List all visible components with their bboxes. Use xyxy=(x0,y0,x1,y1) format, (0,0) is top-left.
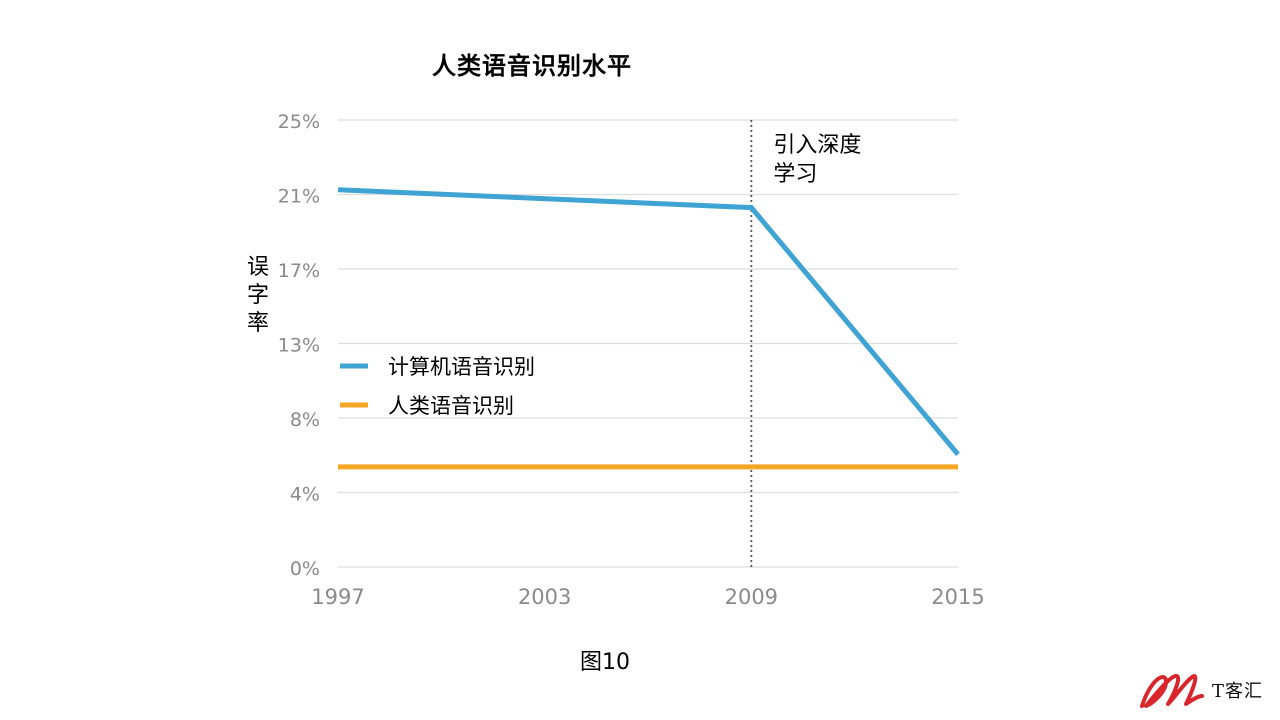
annotation-text: 引入深度 xyxy=(773,133,861,158)
y-tick-label: 8% xyxy=(290,409,320,431)
legend-swatch xyxy=(340,363,368,369)
x-tick-label: 1997 xyxy=(311,585,364,609)
logo-text: T客汇 xyxy=(1212,681,1264,702)
x-tick-label: 2009 xyxy=(725,585,778,609)
y-tick-label: 25% xyxy=(278,111,320,133)
legend-swatch xyxy=(340,402,368,408)
figure-caption: 图10 xyxy=(580,650,630,675)
chart-title: 人类语音识别水平 xyxy=(432,52,632,80)
y-tick-label: 4% xyxy=(290,484,320,506)
y-tick-label: 17% xyxy=(278,260,320,282)
y-axis-label-char: 误 xyxy=(246,255,269,280)
legend-label: 人类语音识别 xyxy=(388,394,514,418)
y-axis-label-char: 率 xyxy=(246,311,269,336)
x-tick-label: 2003 xyxy=(518,585,571,609)
legend-label: 计算机语音识别 xyxy=(388,355,535,379)
series-line-computer xyxy=(337,187,960,456)
y-tick-labels: 0% 4% 8% 13% 17% 21% 25% xyxy=(278,111,320,580)
x-tick-label: 2015 xyxy=(931,585,984,609)
annotation-text: 学习 xyxy=(773,162,817,187)
logo-icon xyxy=(1140,674,1204,708)
y-axis-label: 误字率 xyxy=(244,254,272,338)
y-tick-label: 13% xyxy=(278,335,320,357)
y-tick-label: 21% xyxy=(278,186,320,208)
y-tick-label: 0% xyxy=(290,558,320,580)
y-axis-label-char: 字 xyxy=(246,283,269,308)
series-lines xyxy=(337,187,960,470)
x-tick-labels: 1997 2003 2009 2015 xyxy=(311,585,984,609)
